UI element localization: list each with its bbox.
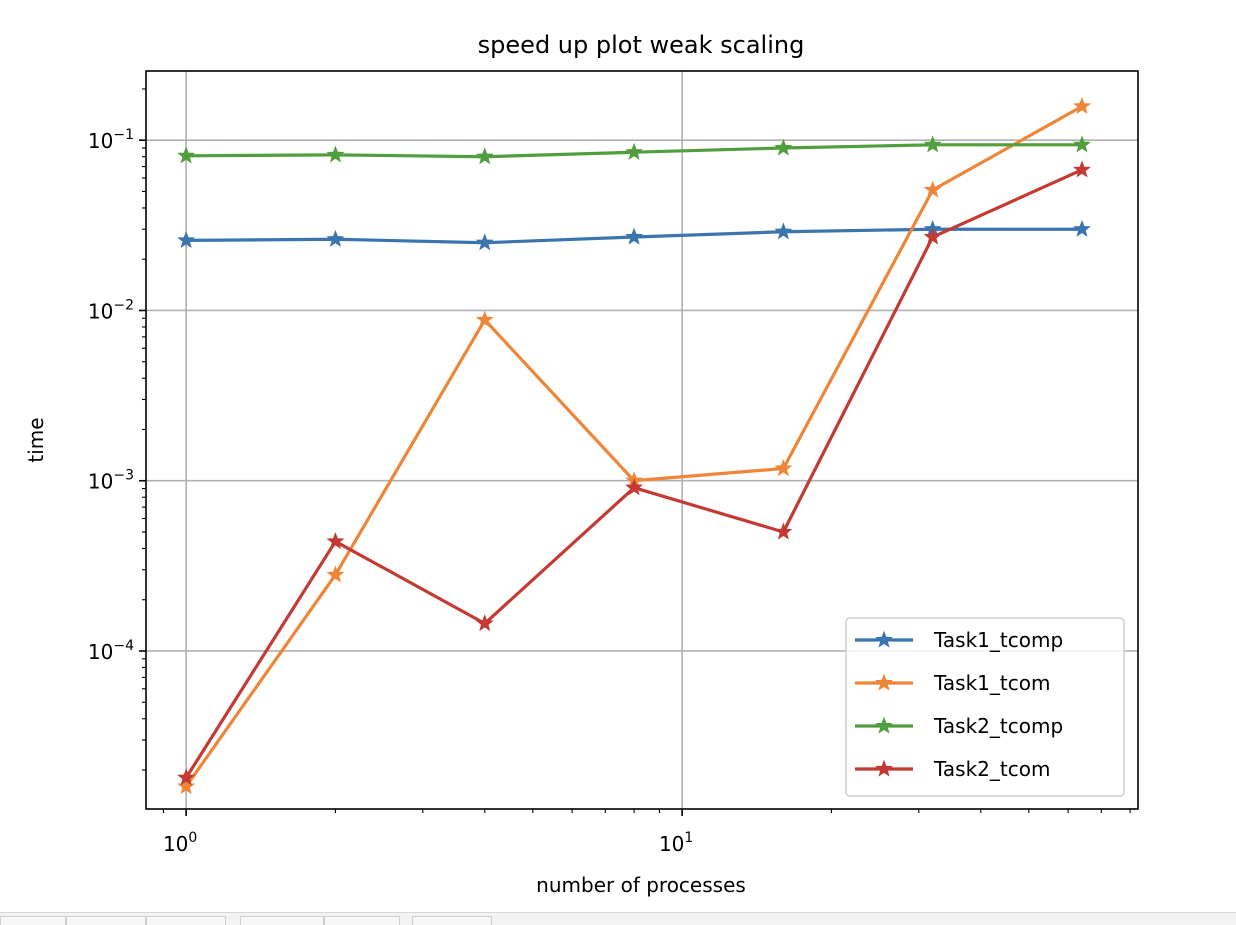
- chart-title: speed up plot weak scaling: [478, 31, 805, 59]
- data-point: [326, 145, 345, 163]
- data-point: [923, 135, 942, 153]
- legend-item: Task2_tcom: [855, 757, 1050, 781]
- strip-tab: [412, 916, 492, 925]
- series-layer: [177, 96, 1091, 795]
- data-point: [177, 230, 196, 249]
- major-ticks: 100 101 10−4 10−3 10−2 10−1: [88, 127, 693, 856]
- data-point: [774, 459, 793, 477]
- strip-tab: [240, 916, 324, 925]
- data-point: [923, 180, 942, 198]
- data-point: [177, 777, 196, 795]
- strip-tab: [0, 916, 66, 925]
- data-point: [1073, 135, 1091, 153]
- x-axis-label: number of processes: [536, 873, 746, 897]
- legend-box: [845, 617, 1125, 797]
- strip-tab: [66, 916, 146, 925]
- plot-frame: [145, 70, 1139, 810]
- data-point: [177, 768, 196, 786]
- legend-item: Task1_tcomp: [855, 628, 1063, 652]
- legend-marker: [875, 759, 893, 777]
- legend-label: Task2_tcomp: [933, 714, 1063, 738]
- data-point: [326, 565, 345, 583]
- legend-item: Task2_tcomp: [855, 714, 1063, 738]
- legend-marker: [875, 716, 893, 734]
- legend-item: Task1_tcom: [855, 671, 1050, 695]
- data-point: [1073, 219, 1091, 237]
- data-point: [625, 227, 644, 245]
- data-point: [475, 233, 494, 251]
- legend: Task1_tcomp Task1_tcom Task2_tcomp Task2_tc…: [845, 617, 1125, 797]
- strip-tab: [146, 916, 226, 925]
- data-point: [774, 138, 793, 156]
- data-point: [625, 142, 644, 160]
- strip-tab: [324, 916, 400, 925]
- series-Task2_tcom: [177, 160, 1091, 786]
- y-axis-label: time: [24, 417, 48, 462]
- data-point: [625, 478, 644, 496]
- legend-marker: [875, 630, 893, 648]
- data-point: [1073, 160, 1091, 178]
- legend-label: Task2_tcom: [933, 757, 1050, 781]
- data-point: [1073, 96, 1091, 115]
- legend-label: Task1_tcomp: [933, 628, 1063, 652]
- y-tick-label: 10−1: [88, 127, 134, 153]
- legend-label: Task1_tcom: [933, 671, 1050, 695]
- data-point: [774, 222, 793, 240]
- data-point: [774, 522, 793, 540]
- data-point: [475, 614, 494, 632]
- y-tick-label: 10−3: [88, 468, 134, 494]
- data-point: [177, 146, 196, 164]
- legend-marker: [875, 673, 893, 691]
- data-point: [326, 532, 345, 550]
- data-point: [326, 229, 345, 247]
- x-tick-label: 100: [163, 830, 197, 856]
- data-point: [923, 227, 942, 245]
- series-Task2_tcomp: [177, 135, 1091, 165]
- y-tick-label: 10−4: [88, 638, 134, 664]
- data-point: [475, 310, 494, 328]
- x-tick-label: 101: [659, 830, 693, 856]
- data-point: [475, 147, 494, 165]
- y-tick-label: 10−2: [88, 297, 134, 323]
